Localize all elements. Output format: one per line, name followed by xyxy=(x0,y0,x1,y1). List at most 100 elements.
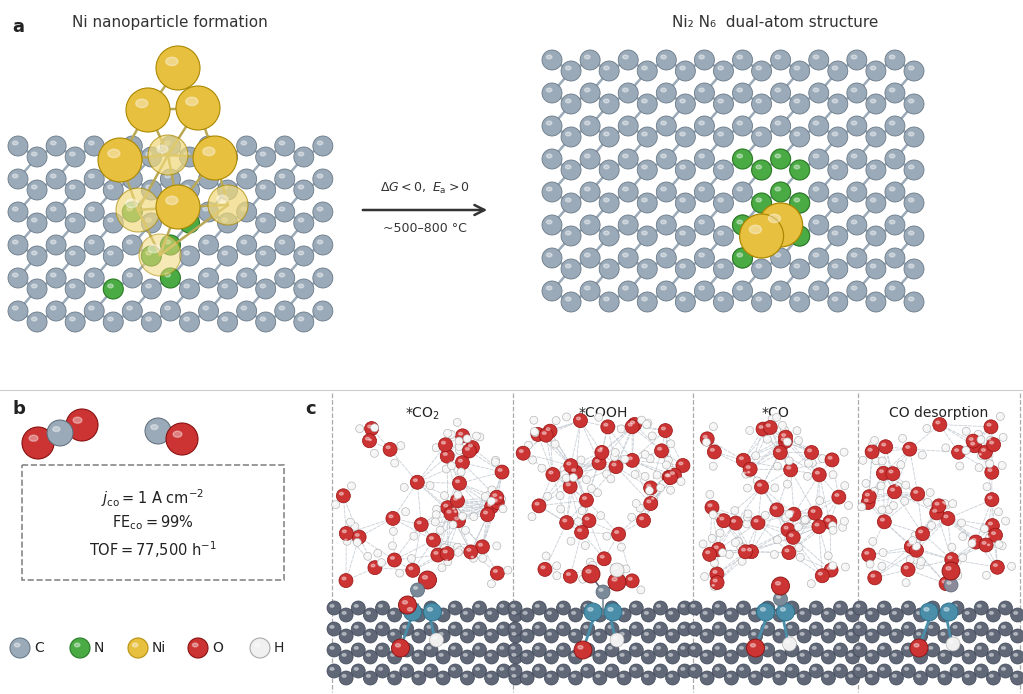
Ellipse shape xyxy=(453,498,457,500)
Ellipse shape xyxy=(569,539,571,541)
Circle shape xyxy=(857,503,865,511)
Ellipse shape xyxy=(500,668,503,670)
Ellipse shape xyxy=(913,547,917,550)
Ellipse shape xyxy=(797,545,799,547)
Ellipse shape xyxy=(411,534,414,536)
Ellipse shape xyxy=(776,611,780,614)
Ellipse shape xyxy=(478,435,480,437)
Circle shape xyxy=(605,643,619,657)
Circle shape xyxy=(488,486,496,494)
Circle shape xyxy=(998,664,1013,678)
Ellipse shape xyxy=(781,423,783,425)
Circle shape xyxy=(725,550,733,559)
Ellipse shape xyxy=(391,632,395,635)
Ellipse shape xyxy=(718,531,720,532)
Circle shape xyxy=(637,586,644,594)
Ellipse shape xyxy=(871,66,876,70)
Circle shape xyxy=(347,518,354,526)
Circle shape xyxy=(155,46,201,90)
Ellipse shape xyxy=(941,632,945,635)
Circle shape xyxy=(490,496,504,509)
Ellipse shape xyxy=(928,491,930,492)
Ellipse shape xyxy=(794,231,800,235)
Circle shape xyxy=(917,561,924,569)
Ellipse shape xyxy=(718,198,723,202)
Circle shape xyxy=(985,465,998,480)
Circle shape xyxy=(587,484,595,493)
Ellipse shape xyxy=(595,459,599,462)
Ellipse shape xyxy=(775,187,781,191)
Circle shape xyxy=(986,608,1000,622)
Circle shape xyxy=(944,578,958,592)
Circle shape xyxy=(886,466,900,481)
Ellipse shape xyxy=(972,539,976,541)
Ellipse shape xyxy=(279,207,284,211)
Ellipse shape xyxy=(403,668,407,670)
Ellipse shape xyxy=(917,611,921,614)
Ellipse shape xyxy=(552,442,555,443)
Ellipse shape xyxy=(915,544,917,545)
Circle shape xyxy=(577,456,585,464)
Circle shape xyxy=(198,235,219,255)
Ellipse shape xyxy=(1002,604,1006,607)
Ellipse shape xyxy=(500,604,503,607)
Ellipse shape xyxy=(703,654,707,657)
Ellipse shape xyxy=(710,536,712,538)
Circle shape xyxy=(141,180,162,200)
Circle shape xyxy=(744,510,752,518)
Ellipse shape xyxy=(908,297,914,301)
Circle shape xyxy=(438,564,446,572)
Ellipse shape xyxy=(988,469,991,471)
Circle shape xyxy=(618,543,625,551)
Ellipse shape xyxy=(455,545,457,547)
Circle shape xyxy=(861,548,876,562)
Ellipse shape xyxy=(342,577,346,579)
Circle shape xyxy=(941,511,954,525)
Ellipse shape xyxy=(752,675,756,677)
Ellipse shape xyxy=(260,317,266,321)
Circle shape xyxy=(940,603,958,621)
Ellipse shape xyxy=(50,141,56,145)
Ellipse shape xyxy=(107,152,114,156)
Circle shape xyxy=(753,477,761,485)
Ellipse shape xyxy=(165,306,171,310)
Ellipse shape xyxy=(560,625,564,628)
Circle shape xyxy=(761,622,774,636)
Circle shape xyxy=(977,436,985,443)
Circle shape xyxy=(447,462,455,470)
Ellipse shape xyxy=(907,543,911,546)
Circle shape xyxy=(412,629,426,643)
Ellipse shape xyxy=(476,625,480,628)
Ellipse shape xyxy=(567,573,571,575)
Ellipse shape xyxy=(279,306,284,310)
Ellipse shape xyxy=(800,675,804,677)
Circle shape xyxy=(370,424,379,432)
Circle shape xyxy=(709,423,717,430)
Ellipse shape xyxy=(403,510,406,511)
Circle shape xyxy=(145,418,171,444)
Ellipse shape xyxy=(549,471,552,474)
Ellipse shape xyxy=(711,464,713,466)
Circle shape xyxy=(865,629,879,643)
Circle shape xyxy=(593,671,607,685)
Ellipse shape xyxy=(985,485,987,486)
Ellipse shape xyxy=(715,625,719,628)
Ellipse shape xyxy=(566,297,571,301)
Ellipse shape xyxy=(646,421,648,423)
Circle shape xyxy=(198,136,219,156)
Ellipse shape xyxy=(982,527,984,528)
Ellipse shape xyxy=(89,174,94,178)
Ellipse shape xyxy=(712,584,714,586)
Ellipse shape xyxy=(763,514,765,515)
Ellipse shape xyxy=(639,418,641,420)
Circle shape xyxy=(657,182,676,202)
Ellipse shape xyxy=(889,88,895,92)
Ellipse shape xyxy=(905,446,909,448)
Ellipse shape xyxy=(825,654,829,657)
Circle shape xyxy=(809,281,829,301)
Circle shape xyxy=(902,481,909,489)
Circle shape xyxy=(546,468,560,482)
Ellipse shape xyxy=(756,198,761,202)
Ellipse shape xyxy=(554,564,557,566)
Ellipse shape xyxy=(541,566,545,568)
